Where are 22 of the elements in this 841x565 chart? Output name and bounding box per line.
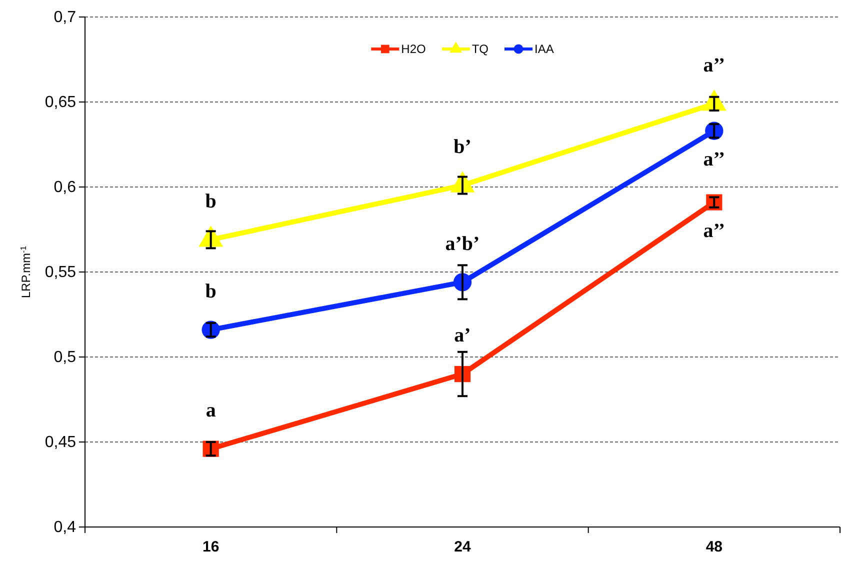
annotation: b: [205, 190, 216, 212]
y-tick-label: 0,6: [54, 179, 76, 196]
y-tick-label: 0,4: [54, 519, 76, 536]
x-tick-label: 48: [706, 538, 723, 556]
annotation: a’b’: [445, 232, 480, 255]
annotation: b’: [454, 136, 472, 158]
annotation: a’’: [703, 148, 726, 170]
x-tick-label: 24: [454, 538, 472, 556]
y-tick-label: 0,65: [44, 94, 76, 112]
annotation: a’’: [703, 54, 726, 76]
annotation: a’’: [703, 220, 726, 242]
legend-label: IAA: [534, 42, 554, 56]
annotation: a: [206, 399, 216, 422]
y-tick-label: 0,7: [54, 9, 76, 26]
legend-label: TQ: [472, 42, 489, 56]
y-tick-label: 0,5: [54, 349, 76, 366]
y-tick-label: 0,45: [44, 434, 76, 452]
annotation: a’: [454, 324, 471, 347]
y-tick-label: 0,55: [44, 264, 76, 282]
x-tick-label: 16: [202, 538, 220, 556]
annotation: b: [205, 280, 216, 302]
legend-label: H2O: [401, 42, 426, 56]
